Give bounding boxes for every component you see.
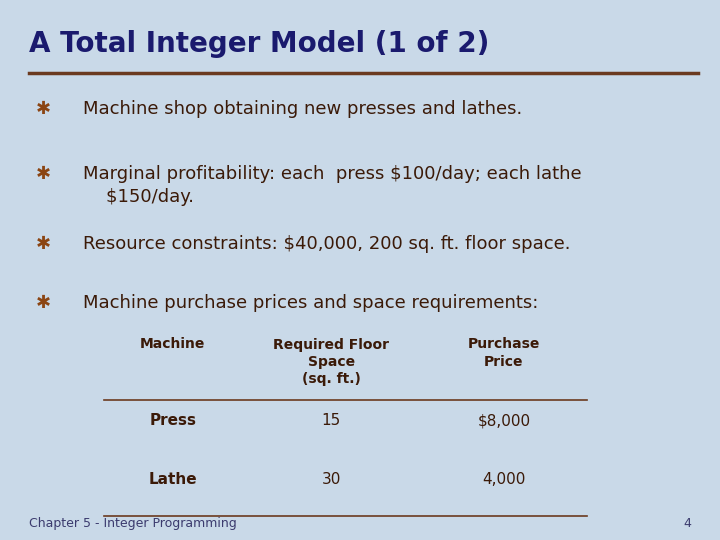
Text: Chapter 5 - Integer Programming: Chapter 5 - Integer Programming [29, 517, 237, 530]
Text: Purchase
Price: Purchase Price [468, 338, 540, 369]
Text: Machine shop obtaining new presses and lathes.: Machine shop obtaining new presses and l… [83, 100, 522, 118]
Text: ✱: ✱ [36, 235, 51, 253]
Text: 15: 15 [322, 413, 341, 428]
Text: ✱: ✱ [36, 100, 51, 118]
Text: ✱: ✱ [36, 165, 51, 183]
Text: Press: Press [149, 413, 197, 428]
Text: A Total Integer Model (1 of 2): A Total Integer Model (1 of 2) [29, 30, 489, 58]
Text: 4,000: 4,000 [482, 472, 526, 488]
Text: Machine purchase prices and space requirements:: Machine purchase prices and space requir… [83, 294, 538, 312]
Text: Required Floor
Space
(sq. ft.): Required Floor Space (sq. ft.) [273, 338, 390, 386]
Text: Machine: Machine [140, 338, 205, 352]
Text: Marginal profitability: each  press $100/day; each lathe
    $150/day.: Marginal profitability: each press $100/… [83, 165, 582, 206]
Text: 4: 4 [683, 517, 691, 530]
Text: 30: 30 [322, 472, 341, 488]
Text: Resource constraints: $40,000, 200 sq. ft. floor space.: Resource constraints: $40,000, 200 sq. f… [83, 235, 570, 253]
Text: $8,000: $8,000 [477, 413, 531, 428]
Text: ✱: ✱ [36, 294, 51, 312]
Text: Lathe: Lathe [148, 472, 197, 488]
